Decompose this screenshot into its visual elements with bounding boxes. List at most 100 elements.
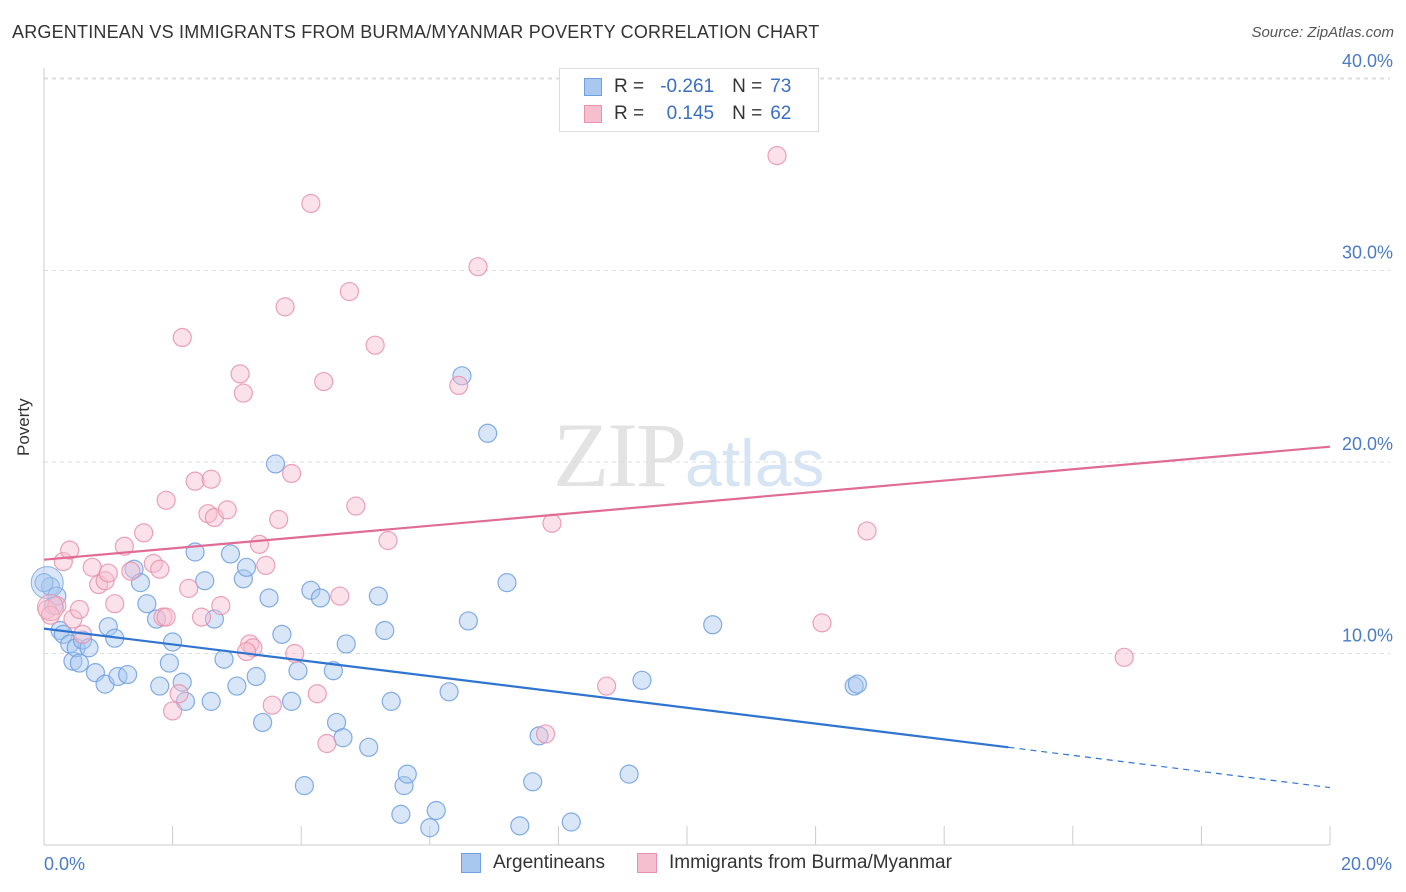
point-burma [114,536,134,556]
point-burma [449,375,469,395]
point-argentineans [632,670,652,690]
point-burma [301,193,321,214]
point-argentineans [175,691,196,711]
zipatlas-watermark: ZIPatlas [553,404,825,506]
legend-n-value: 62 [770,103,792,124]
point-argentineans [117,664,138,685]
point-argentineans [159,653,179,673]
point-argentineans [265,454,286,474]
point-argentineans [619,764,639,784]
stats-legend: R = -0.261 N = 73 R = 0.145 N = 62 [559,68,819,132]
point-argentineans [220,544,241,564]
point-burma [217,500,237,520]
point-argentineans [253,712,273,733]
point-argentineans [108,666,128,687]
point-burma [535,724,556,744]
point-burma [236,641,257,662]
point-burma [211,596,231,616]
y-tick-label: 20.0% [1342,434,1393,454]
point-burma [378,530,398,551]
point-argentineans [281,691,302,711]
point-burma [169,684,189,704]
point-argentineans [523,772,543,792]
point-burma [542,513,562,533]
source-label: Source: ZipAtlas.com [1251,24,1394,41]
legend-row-argentineans: R = -0.261 N = 73 [584,76,791,98]
y-tick-label: 40.0% [1342,51,1393,71]
point-argentineans [847,674,867,694]
point-burma [163,701,183,721]
legend-label-argentineans: Argentineans [493,852,605,873]
point-burma [346,496,366,516]
legend-r-value: -0.261 [660,76,715,97]
point-argentineans [30,566,64,600]
point-argentineans [34,573,54,593]
point-argentineans [72,630,93,650]
point-burma [230,364,250,384]
point-burma [307,684,327,704]
point-argentineans [272,624,292,644]
series-legend: Argentineans Immigrants from Burma/Myanm… [461,852,952,874]
point-burma [330,586,350,606]
point-argentineans [236,557,257,577]
point-burma [179,578,199,598]
point-argentineans [301,580,321,600]
point-burma [185,471,205,491]
point-argentineans [368,586,388,606]
legend-swatch-burma [636,853,657,873]
point-argentineans [336,634,356,654]
point-argentineans [439,682,459,702]
legend-n-value: 73 [770,76,792,97]
point-burma [156,607,176,627]
point-burma [597,676,617,696]
point-burma [233,383,253,403]
legend-row-burma: R = 0.145 N = 62 [584,103,791,125]
point-argentineans [458,611,478,631]
legend-swatch-pink [584,105,602,123]
point-burma [201,469,221,489]
point-argentineans [195,571,215,591]
point-argentineans [420,818,440,838]
legend-n-label: N = [732,76,763,97]
x-tick-label: 0.0% [44,854,85,874]
trendline-burma [43,445,1331,561]
y-tick-label: 30.0% [1342,243,1393,263]
point-burma [339,281,360,302]
point-argentineans [359,737,379,757]
point-burma [256,555,276,576]
legend-swatch-argentineans [461,853,481,873]
point-burma [105,594,125,614]
point-argentineans [478,423,498,443]
legend-label-burma: Immigrants from Burma/Myanmar [668,852,952,873]
point-burma [98,563,118,583]
point-argentineans [323,661,343,681]
point-burma [281,463,302,484]
point-burma [134,523,154,543]
point-argentineans [397,764,417,784]
point-burma [857,521,877,541]
point-argentineans [201,691,221,711]
point-burma [1114,647,1134,667]
point-burma [262,695,282,715]
point-burma [365,335,385,355]
point-argentineans [394,776,414,796]
legend-n-label: N = [732,103,763,124]
point-burma [317,733,337,754]
point-burma [36,594,64,622]
point-burma [69,599,89,620]
point-burma [191,607,212,627]
legend-r-value: 0.145 [666,103,715,124]
chart-title: ARGENTINEAN VS IMMIGRANTS FROM BURMA/MYA… [12,22,820,42]
point-argentineans [288,661,308,681]
legend-swatch-blue [584,78,602,96]
point-argentineans [227,676,247,696]
point-argentineans [214,649,234,669]
point-argentineans [163,632,183,652]
point-argentineans [294,776,315,796]
point-argentineans [375,620,395,641]
point-argentineans [246,666,266,687]
point-argentineans [69,653,89,673]
point-burma [812,613,832,633]
point-burma [121,561,141,581]
